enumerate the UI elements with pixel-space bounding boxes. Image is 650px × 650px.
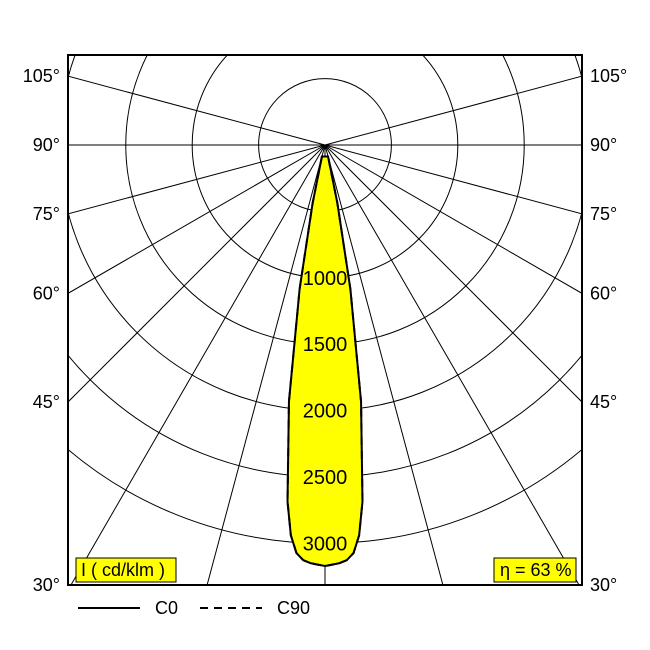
efficiency-label: η = 63 % — [500, 560, 572, 580]
angle-label-right: 30° — [590, 575, 617, 595]
angle-label-right: 60° — [590, 283, 617, 303]
legend-c90-label: C90 — [277, 598, 310, 618]
angle-label-left: 75° — [33, 204, 60, 224]
intensity-tick-label: 2000 — [303, 401, 348, 423]
polar-diagram-container: 1000 1500 2000 2500 3000 30° 45° 60° 75° 90° 105°… — [0, 0, 650, 650]
intensity-tick-label: 2500 — [303, 467, 348, 489]
angle-label-right: 90° — [590, 135, 617, 155]
angle-label-left: 90° — [33, 135, 60, 155]
polar-svg: 1000 1500 2000 2500 3000 30° 45° 60° 75° 90° 105°… — [0, 0, 650, 650]
angle-label-right: 105° — [590, 66, 627, 86]
legend: C0 C90 — [78, 598, 310, 618]
intensity-tick-label: 1500 — [303, 334, 348, 356]
angle-label-left: 60° — [33, 283, 60, 303]
angle-label-left: 105° — [23, 66, 60, 86]
angle-label-left: 45° — [33, 392, 60, 412]
angle-label-right: 45° — [590, 392, 617, 412]
angle-label-right: 75° — [590, 204, 617, 224]
intensity-tick-label: 1000 — [303, 268, 348, 290]
legend-c0-label: C0 — [155, 598, 178, 618]
units-label: I ( cd/klm ) — [81, 560, 165, 580]
angle-label-left: 30° — [33, 575, 60, 595]
intensity-tick-label: 3000 — [303, 533, 348, 555]
